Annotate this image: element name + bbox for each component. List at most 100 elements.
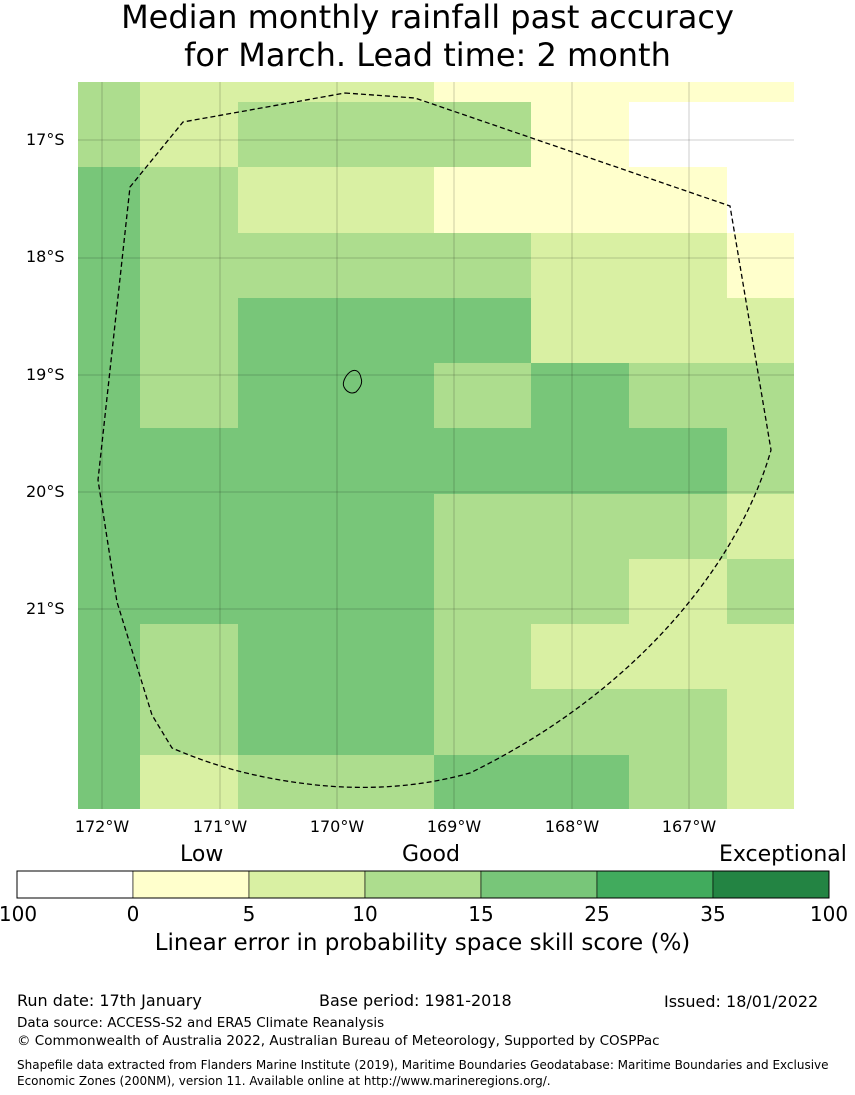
skill-cell bbox=[727, 559, 794, 624]
skill-cell bbox=[531, 102, 629, 167]
shapefile-credit: Shapefile data extracted from Flanders M… bbox=[17, 1058, 829, 1088]
skill-cell bbox=[531, 559, 629, 624]
lat-label: 18°S bbox=[26, 247, 65, 266]
skill-cell bbox=[531, 624, 629, 689]
skill-cell bbox=[238, 689, 434, 755]
skill-cell bbox=[78, 233, 140, 298]
skill-cell bbox=[727, 233, 794, 298]
lat-label: 21°S bbox=[26, 599, 65, 618]
lat-label: 17°S bbox=[26, 130, 65, 149]
colorbar-caption: Linear error in probability space skill … bbox=[154, 930, 691, 956]
skill-cell bbox=[140, 233, 238, 298]
skill-cell bbox=[78, 363, 140, 428]
skill-cell bbox=[434, 559, 531, 624]
skill-cell bbox=[434, 624, 531, 689]
skill-cell bbox=[629, 167, 727, 233]
skill-cell bbox=[531, 233, 629, 298]
skill-cell bbox=[727, 428, 794, 494]
island-outline bbox=[342, 369, 363, 394]
lon-label: 169°W bbox=[426, 817, 482, 836]
colorbar-segment bbox=[712, 870, 830, 899]
skill-cell bbox=[140, 167, 238, 233]
skill-cell bbox=[727, 624, 794, 689]
skill-cell bbox=[78, 559, 140, 624]
skill-cell bbox=[531, 755, 629, 809]
skill-cell bbox=[238, 102, 336, 167]
skill-cell bbox=[629, 102, 727, 167]
skill-cell bbox=[140, 755, 238, 809]
issued-date: Issued: 18/01/2022 bbox=[664, 992, 819, 1011]
skill-cell bbox=[531, 428, 629, 494]
lon-label: 167°W bbox=[661, 817, 717, 836]
skill-cell bbox=[140, 689, 238, 755]
colorbar-frame bbox=[16, 870, 830, 899]
colorbar-segment bbox=[16, 870, 134, 899]
lat-label: 20°S bbox=[26, 482, 65, 501]
lon-label: 172°W bbox=[74, 817, 130, 836]
skill-cell bbox=[629, 559, 727, 624]
skill-cell bbox=[140, 494, 238, 559]
skill-cell bbox=[336, 233, 531, 298]
skill-cell bbox=[727, 494, 794, 559]
skill-cell bbox=[531, 298, 629, 363]
map-title-line1: Median monthly rainfall past accuracy bbox=[121, 0, 734, 36]
colorbar-tick: 15 bbox=[468, 902, 494, 926]
legend-category-exceptional: Exceptional bbox=[719, 842, 847, 867]
colorbar-tick: 10 bbox=[352, 902, 378, 926]
skill-cell bbox=[140, 298, 238, 363]
skill-cell bbox=[531, 689, 629, 755]
skill-cell bbox=[629, 363, 727, 428]
skill-cell bbox=[434, 755, 531, 809]
skill-cell bbox=[238, 494, 434, 559]
skill-cell bbox=[238, 82, 336, 102]
base-period: Base period: 1981-2018 bbox=[319, 991, 512, 1010]
skill-cell bbox=[238, 298, 336, 363]
eez-boundary bbox=[97, 92, 772, 789]
skill-cell bbox=[140, 624, 238, 689]
skill-cell bbox=[531, 494, 629, 559]
skill-cell bbox=[140, 102, 238, 167]
skill-cell bbox=[140, 363, 238, 428]
skill-cell bbox=[78, 689, 140, 755]
map-title-line2: for March. Lead time: 2 month bbox=[184, 36, 671, 74]
colorbar bbox=[16, 870, 830, 899]
skill-cell bbox=[140, 559, 238, 624]
skill-cell bbox=[336, 102, 531, 167]
skill-cell bbox=[531, 167, 629, 233]
skill-cell bbox=[238, 559, 434, 624]
skill-cell bbox=[140, 428, 238, 494]
colorbar-tick: 35 bbox=[700, 902, 726, 926]
skill-cell bbox=[238, 624, 434, 689]
skill-cell bbox=[78, 428, 140, 494]
skill-cell bbox=[78, 167, 140, 233]
legend-category-low: Low bbox=[180, 842, 224, 867]
skill-cell bbox=[434, 689, 531, 755]
skill-cell bbox=[78, 298, 140, 363]
colorbar-segment bbox=[132, 870, 250, 899]
skill-cell bbox=[629, 689, 727, 755]
colorbar-tick: 100 bbox=[809, 902, 849, 926]
skill-cell bbox=[336, 298, 531, 363]
skill-cell bbox=[78, 82, 140, 102]
skill-cell bbox=[629, 494, 727, 559]
lon-label: 168°W bbox=[544, 817, 600, 836]
skill-cell bbox=[727, 167, 794, 233]
skill-cell bbox=[629, 82, 794, 102]
run-date: Run date: 17th January bbox=[17, 991, 202, 1010]
skill-cell bbox=[727, 363, 794, 428]
skill-grid bbox=[78, 82, 794, 809]
skill-cell bbox=[238, 167, 336, 233]
skill-cell bbox=[727, 689, 794, 755]
skill-cell bbox=[531, 82, 629, 102]
skill-cell bbox=[238, 363, 434, 428]
colorbar-tick: 25 bbox=[584, 902, 610, 926]
colorbar-segment bbox=[248, 870, 366, 899]
colorbar-tick: 100 bbox=[0, 902, 38, 926]
skill-cell bbox=[531, 363, 629, 428]
skill-cell bbox=[434, 82, 531, 102]
colorbar-segment bbox=[364, 870, 482, 899]
colorbar-segment bbox=[480, 870, 598, 899]
skill-cell bbox=[238, 755, 434, 809]
skill-cell bbox=[629, 298, 727, 363]
